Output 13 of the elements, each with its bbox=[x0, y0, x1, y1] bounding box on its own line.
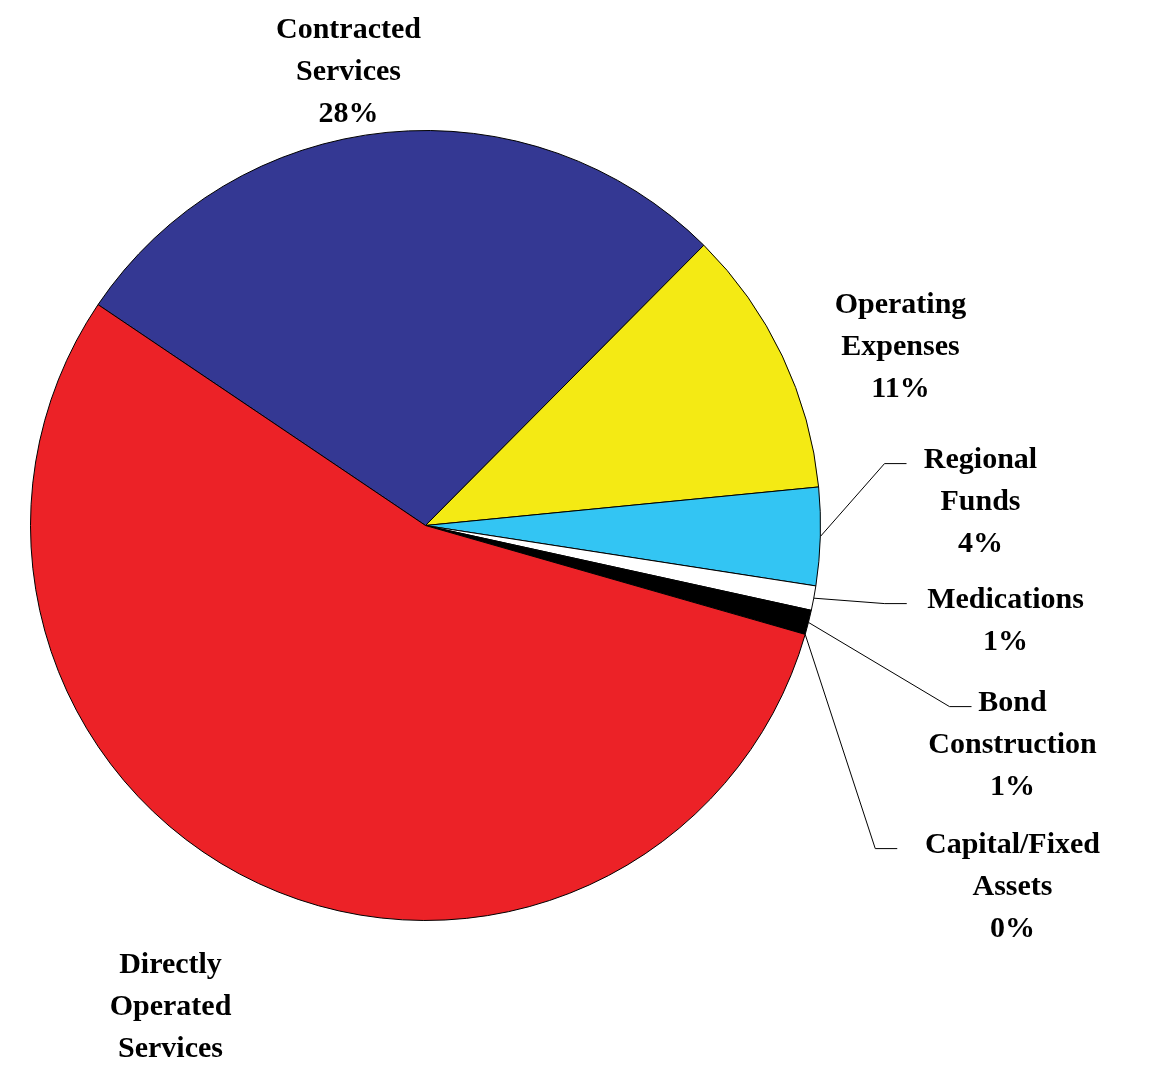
slice-label: Contracted Services bbox=[276, 10, 422, 86]
category-label: Capital/Fixed Assets bbox=[925, 825, 1101, 901]
data-label: 11% bbox=[871, 369, 930, 403]
data-label: 1% bbox=[990, 767, 1035, 801]
data-label: 4% bbox=[958, 524, 1003, 558]
text: 0% bbox=[990, 909, 1035, 943]
data-label: 28% bbox=[318, 94, 379, 128]
slice-label: Directly Operated Services bbox=[109, 945, 232, 1063]
data-label: 1% bbox=[983, 622, 1028, 656]
slice-label: Bond Construction bbox=[928, 683, 1097, 759]
slice-label: Operating Expenses bbox=[834, 285, 967, 361]
slice-label: Regional Funds bbox=[923, 440, 1038, 516]
slice-label: Medications bbox=[927, 580, 1084, 614]
